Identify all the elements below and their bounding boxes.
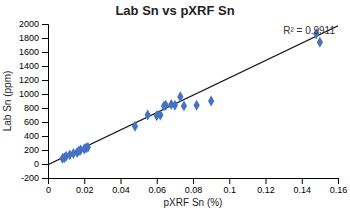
y-tick-label: 1600 (19, 47, 39, 57)
x-tick-mark (338, 178, 339, 184)
chart: 0 0.02 0.04 0.06 0.08 0.1 0.12 0.14 0.16 -200 0 200… (0, 0, 350, 210)
x-tick: 0.06 (148, 178, 166, 195)
point (193, 100, 199, 111)
point (181, 100, 187, 111)
point (172, 100, 178, 111)
title: Lab Sn vs pXRF Sn (115, 3, 234, 18)
x-tick-mark (229, 178, 230, 184)
x-tick-label: 0.12 (257, 185, 275, 195)
plot-area (48, 26, 338, 165)
point (145, 110, 151, 121)
y-tick: 1000 (19, 89, 48, 99)
y-tick-mark (42, 66, 48, 67)
x-tick-label: 0.14 (293, 185, 311, 195)
y-tick-label: 800 (24, 103, 39, 113)
x-tick-label: 0.02 (76, 185, 94, 195)
x-tick-label: 0.08 (185, 185, 203, 195)
y-tick: 1400 (19, 61, 48, 71)
x-tick-label: 0.04 (112, 185, 130, 195)
y-axis-title: Lab Sn (ppm) (2, 71, 13, 132)
y-tick-label: 400 (24, 131, 39, 141)
y-tick-label: 1800 (19, 33, 39, 43)
x-axis: 0 0.02 0.04 0.06 0.08 0.1 0.12 0.14 0.16 (46, 178, 347, 195)
y-tick-label: 0 (34, 159, 39, 169)
y-tick: 400 (24, 131, 48, 141)
x-axis-title: pXRF Sn (%) (164, 197, 223, 208)
y-tick-label: -200 (21, 173, 39, 183)
y-tick-mark (42, 24, 48, 25)
y-tick: 1800 (19, 33, 48, 43)
y-tick: 1600 (19, 47, 48, 57)
y-tick-mark (42, 164, 48, 165)
x-tick: 0 (46, 178, 51, 195)
y-tick-mark (42, 94, 48, 95)
point (157, 110, 163, 121)
x-tick-label: 0 (46, 185, 51, 195)
x-tick: 0.02 (76, 178, 94, 195)
y-tick: -200 (21, 173, 48, 183)
point (177, 91, 183, 102)
x-tick: 0.14 (293, 178, 311, 195)
point (163, 100, 169, 111)
annotation: R² = 0.9911 (283, 25, 335, 36)
y-tick: 0 (34, 159, 48, 169)
y-tick-mark (42, 108, 48, 109)
y-axis: -200 0 200 400 600 800 1000 1200 1400 1600 1800 200… (19, 19, 49, 183)
y-tick-mark (42, 122, 48, 123)
y-tick-mark (42, 38, 48, 39)
point (132, 121, 138, 132)
point (85, 142, 91, 153)
y-axis-line (42, 25, 49, 179)
x-tick-label: 0.1 (223, 185, 236, 195)
y-tick-label: 2000 (19, 19, 39, 29)
y-tick-label: 1000 (19, 89, 39, 99)
y-tick-label: 600 (24, 117, 39, 127)
x-tick: 0.12 (257, 178, 275, 195)
x-tick-mark (266, 178, 267, 184)
y-tick-label: 200 (24, 145, 39, 155)
y-tick: 800 (24, 103, 48, 113)
x-tick: 0.08 (185, 178, 203, 195)
y-tick-mark (42, 136, 48, 137)
chart-container: 0 0.02 0.04 0.06 0.08 0.1 0.12 0.14 0.16 -200 0 200… (0, 0, 350, 210)
x-tick: 0.1 (223, 178, 236, 195)
y-tick-label: 1400 (19, 61, 39, 71)
x-tick-mark (193, 178, 194, 184)
y-tick-mark (42, 52, 48, 53)
x-tick-mark (84, 178, 85, 184)
x-tick-mark (157, 178, 158, 184)
y-tick-mark (42, 178, 48, 179)
point (208, 96, 214, 107)
x-tick-mark (302, 178, 303, 184)
y-tick: 600 (24, 117, 48, 127)
y-tick-label: 1200 (19, 75, 39, 85)
point (317, 37, 323, 48)
y-tick-mark (42, 150, 48, 151)
x-tick-mark (121, 178, 122, 184)
x-axis-line (49, 179, 339, 185)
y-tick: 1200 (19, 75, 48, 85)
trend-line (48, 26, 338, 165)
x-tick-label: 0.16 (330, 185, 348, 195)
y-tick: 200 (24, 145, 48, 155)
x-tick: 0.16 (330, 178, 348, 195)
y-tick-mark (42, 80, 48, 81)
x-tick-label: 0.06 (148, 185, 166, 195)
x-tick: 0.04 (112, 178, 130, 195)
y-tick: 2000 (19, 19, 48, 29)
